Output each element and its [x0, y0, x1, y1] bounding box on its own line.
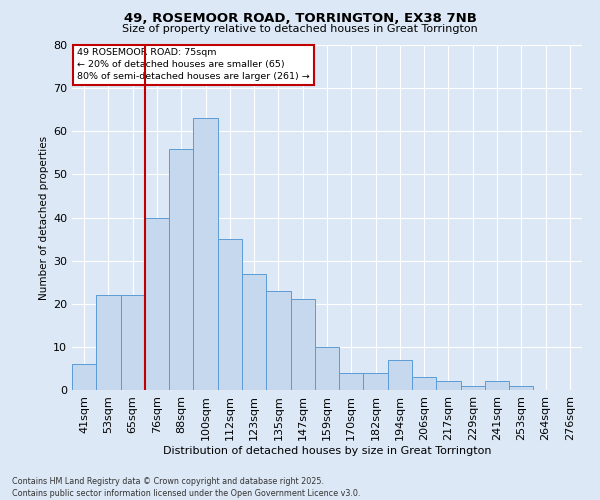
Text: Size of property relative to detached houses in Great Torrington: Size of property relative to detached ho… — [122, 24, 478, 34]
Bar — [315, 347, 339, 390]
Bar — [461, 386, 485, 390]
Bar — [218, 239, 242, 390]
Bar — [242, 274, 266, 390]
Bar — [485, 382, 509, 390]
Bar — [290, 300, 315, 390]
Bar — [96, 295, 121, 390]
Text: 49 ROSEMOOR ROAD: 75sqm
← 20% of detached houses are smaller (65)
80% of semi-de: 49 ROSEMOOR ROAD: 75sqm ← 20% of detache… — [77, 48, 310, 81]
Bar — [121, 295, 145, 390]
X-axis label: Distribution of detached houses by size in Great Torrington: Distribution of detached houses by size … — [163, 446, 491, 456]
Bar — [145, 218, 169, 390]
Bar — [72, 364, 96, 390]
Y-axis label: Number of detached properties: Number of detached properties — [39, 136, 49, 300]
Bar — [509, 386, 533, 390]
Bar — [266, 291, 290, 390]
Bar — [193, 118, 218, 390]
Bar — [388, 360, 412, 390]
Text: 49, ROSEMOOR ROAD, TORRINGTON, EX38 7NB: 49, ROSEMOOR ROAD, TORRINGTON, EX38 7NB — [124, 12, 476, 26]
Bar — [436, 382, 461, 390]
Bar — [339, 373, 364, 390]
Bar — [364, 373, 388, 390]
Bar — [169, 148, 193, 390]
Bar — [412, 377, 436, 390]
Text: Contains HM Land Registry data © Crown copyright and database right 2025.
Contai: Contains HM Land Registry data © Crown c… — [12, 476, 361, 498]
